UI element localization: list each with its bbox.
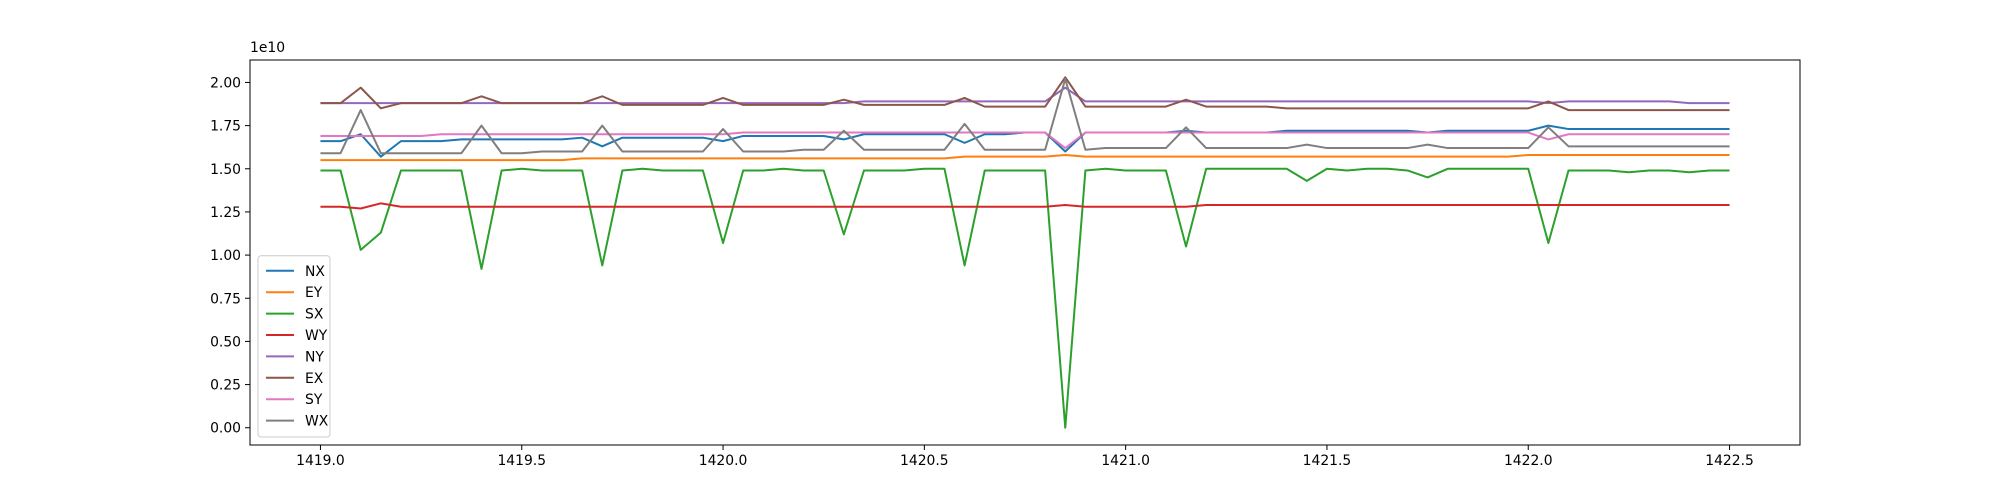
legend-label: NX — [305, 264, 325, 280]
x-tick-label: 1420.5 — [900, 453, 949, 469]
x-tick-label: 1422.0 — [1504, 453, 1553, 469]
legend-label: WY — [305, 328, 328, 344]
series-line — [320, 86, 1730, 105]
y-tick-label: 2.00 — [210, 75, 241, 91]
series-line — [320, 167, 1730, 429]
y-tick-label: 1.50 — [210, 162, 241, 178]
x-tick-label: 1419.5 — [497, 453, 546, 469]
y-tick-label: 1.25 — [210, 205, 241, 221]
y-offset-label: 1e10 — [250, 40, 285, 56]
x-tick-label: 1419.0 — [296, 453, 345, 469]
legend-label: NY — [305, 349, 324, 365]
legend-label: SY — [305, 392, 323, 408]
legend-label: EX — [305, 371, 324, 387]
legend-label: SX — [305, 307, 324, 323]
legend-label: WX — [305, 414, 329, 430]
y-tick-label: 0.50 — [210, 334, 241, 350]
y-tick-label: 0.25 — [210, 378, 241, 394]
series-line — [320, 202, 1730, 210]
x-tick-label: 1422.5 — [1705, 453, 1754, 469]
series-line — [320, 77, 1730, 155]
legend-label: EY — [305, 285, 323, 301]
y-tick-label: 1.00 — [210, 248, 241, 264]
series-line — [320, 76, 1730, 112]
y-tick-label: 0.00 — [210, 421, 241, 437]
x-tick-label: 1421.5 — [1303, 453, 1352, 469]
series-line — [320, 153, 1730, 162]
y-tick-label: 0.75 — [210, 291, 241, 307]
axes-frame — [249, 59, 1801, 446]
y-tick-label: 1.75 — [210, 119, 241, 135]
x-tick-label: 1421.0 — [1101, 453, 1150, 469]
series-line — [320, 131, 1730, 150]
legend-box — [257, 255, 331, 438]
x-tick-label: 1420.0 — [699, 453, 748, 469]
